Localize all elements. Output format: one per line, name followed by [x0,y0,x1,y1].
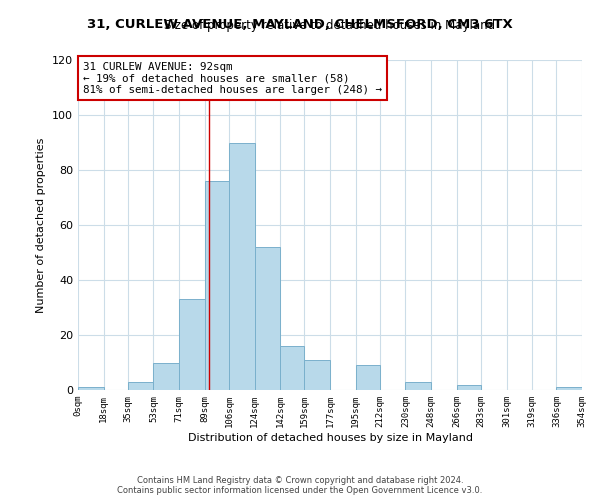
Text: 31, CURLEW AVENUE, MAYLAND, CHELMSFORD, CM3 6TX: 31, CURLEW AVENUE, MAYLAND, CHELMSFORD, … [87,18,513,30]
Bar [78,387,104,390]
Bar [154,362,179,390]
Title: Size of property relative to detached houses in Mayland: Size of property relative to detached ho… [164,20,496,32]
Bar [406,382,431,390]
Bar [179,299,205,390]
Bar [205,181,229,390]
Bar [457,384,481,390]
Bar [280,346,304,390]
Bar [254,247,280,390]
Bar [556,387,582,390]
X-axis label: Distribution of detached houses by size in Mayland: Distribution of detached houses by size … [187,432,473,442]
Bar [128,382,154,390]
Text: Contains HM Land Registry data © Crown copyright and database right 2024.
Contai: Contains HM Land Registry data © Crown c… [118,476,482,495]
Text: 31 CURLEW AVENUE: 92sqm
← 19% of detached houses are smaller (58)
81% of semi-de: 31 CURLEW AVENUE: 92sqm ← 19% of detache… [83,62,382,95]
Bar [304,360,330,390]
Y-axis label: Number of detached properties: Number of detached properties [37,138,46,312]
Bar [229,142,254,390]
Bar [356,365,380,390]
